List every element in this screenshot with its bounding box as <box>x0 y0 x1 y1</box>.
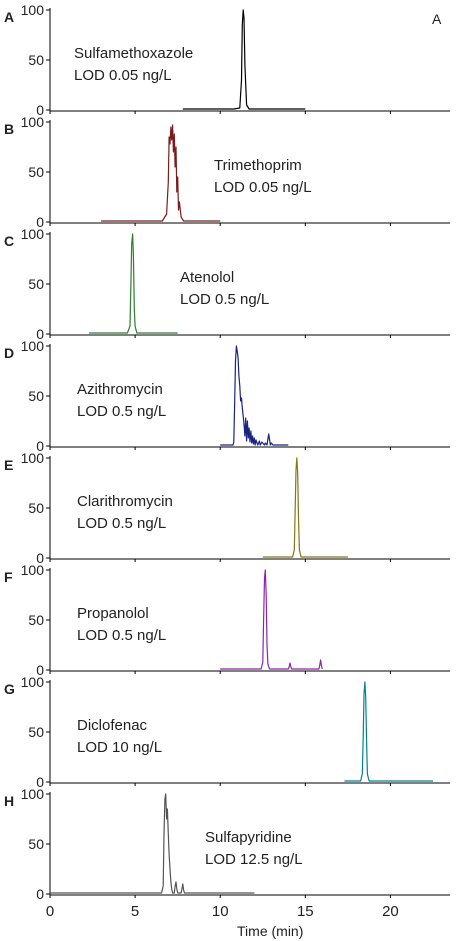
panel-b-y-tick-label-100: 100 <box>21 114 45 130</box>
panel-h-y-tick-label-50: 50 <box>28 836 44 852</box>
panel-e-trace <box>262 457 348 558</box>
x-tick-label-10: 10 <box>212 903 229 920</box>
panel-h-label: H <box>4 793 14 809</box>
panel-a-y-tick-label-50: 50 <box>28 52 44 68</box>
panel-c-annotation-compound: Atenolol <box>180 269 234 286</box>
panel-c-y-tick-label-0: 0 <box>36 326 44 342</box>
panel-g-annotation-compound: Diclofenac <box>77 717 148 734</box>
panel-h-y-tick-label-100: 100 <box>21 786 45 802</box>
panel-c-label: C <box>4 233 14 249</box>
panel-a-label: A <box>4 9 14 25</box>
panel-h-annotation-compound: Sulfapyridine <box>205 829 292 846</box>
x-tick-label-5: 5 <box>131 903 139 920</box>
panel-f-trace <box>220 569 323 670</box>
panel-h-y-tick-label-0: 0 <box>36 886 44 902</box>
panel-f-annotation-compound: Propanolol <box>77 605 149 622</box>
panel-h-trace <box>50 793 255 894</box>
panel-c-annotation-lod: LOD 0.5 ng/L <box>180 291 269 308</box>
panel-d-y-tick-label-100: 100 <box>21 338 45 354</box>
panel-c-y-tick-label-50: 50 <box>28 276 44 292</box>
panel-b-label: B <box>4 121 14 137</box>
panel-e-y-tick-label-50: 50 <box>28 500 44 516</box>
panel-d-annotation-compound: Azithromycin <box>77 381 163 398</box>
panel-c-trace <box>89 233 178 334</box>
panel-d-y-tick-label-50: 50 <box>28 388 44 404</box>
panel-b-trace <box>101 124 221 222</box>
panel-b-y-tick-label-0: 0 <box>36 214 44 230</box>
panel-d-trace <box>220 345 289 446</box>
panel-b-y-tick-label-50: 50 <box>28 164 44 180</box>
panel-g-trace <box>344 681 433 782</box>
figure-tag: A <box>432 11 442 27</box>
panel-e-label: E <box>4 457 13 473</box>
panel-e-y-tick-label-100: 100 <box>21 450 45 466</box>
panel-h-annotation-lod: LOD 12.5 ng/L <box>205 851 303 868</box>
panel-g-y-tick-label-50: 50 <box>28 724 44 740</box>
panel-b-annotation-compound: Trimethoprim <box>214 157 302 174</box>
panel-a-y-tick-label-0: 0 <box>36 102 44 118</box>
panel-a-annotation-lod: LOD 0.05 ng/L <box>74 67 172 84</box>
x-tick-label-15: 15 <box>297 903 314 920</box>
panel-f-y-tick-label-50: 50 <box>28 612 44 628</box>
x-tick-label-0: 0 <box>46 903 54 920</box>
panel-e-annotation-lod: LOD 0.5 ng/L <box>77 515 166 532</box>
panel-f-y-tick-label-100: 100 <box>21 562 45 578</box>
panel-a-trace <box>182 9 306 110</box>
panel-f-label: F <box>4 569 13 585</box>
panel-e-y-tick-label-0: 0 <box>36 550 44 566</box>
panel-g-y-tick-label-100: 100 <box>21 674 45 690</box>
panel-d-label: D <box>4 345 14 361</box>
panel-f-annotation-lod: LOD 0.5 ng/L <box>77 627 166 644</box>
panel-g-y-tick-label-0: 0 <box>36 774 44 790</box>
panel-g-label: G <box>4 681 15 697</box>
panel-c-y-tick-label-100: 100 <box>21 226 45 242</box>
panel-d-annotation-lod: LOD 0.5 ng/L <box>77 403 166 420</box>
panel-a-y-tick-label-100: 100 <box>21 2 45 18</box>
panel-d-y-tick-label-0: 0 <box>36 438 44 454</box>
panel-a-annotation-compound: Sulfamethoxazole <box>74 45 193 62</box>
panel-e-annotation-compound: Clarithromycin <box>77 493 173 510</box>
panel-f-y-tick-label-0: 0 <box>36 662 44 678</box>
panel-b-annotation-lod: LOD 0.05 ng/L <box>214 179 312 196</box>
panel-g-annotation-lod: LOD 10 ng/L <box>77 739 162 756</box>
x-axis-title: Time (min) <box>237 923 303 939</box>
x-tick-label-20: 20 <box>382 903 399 920</box>
